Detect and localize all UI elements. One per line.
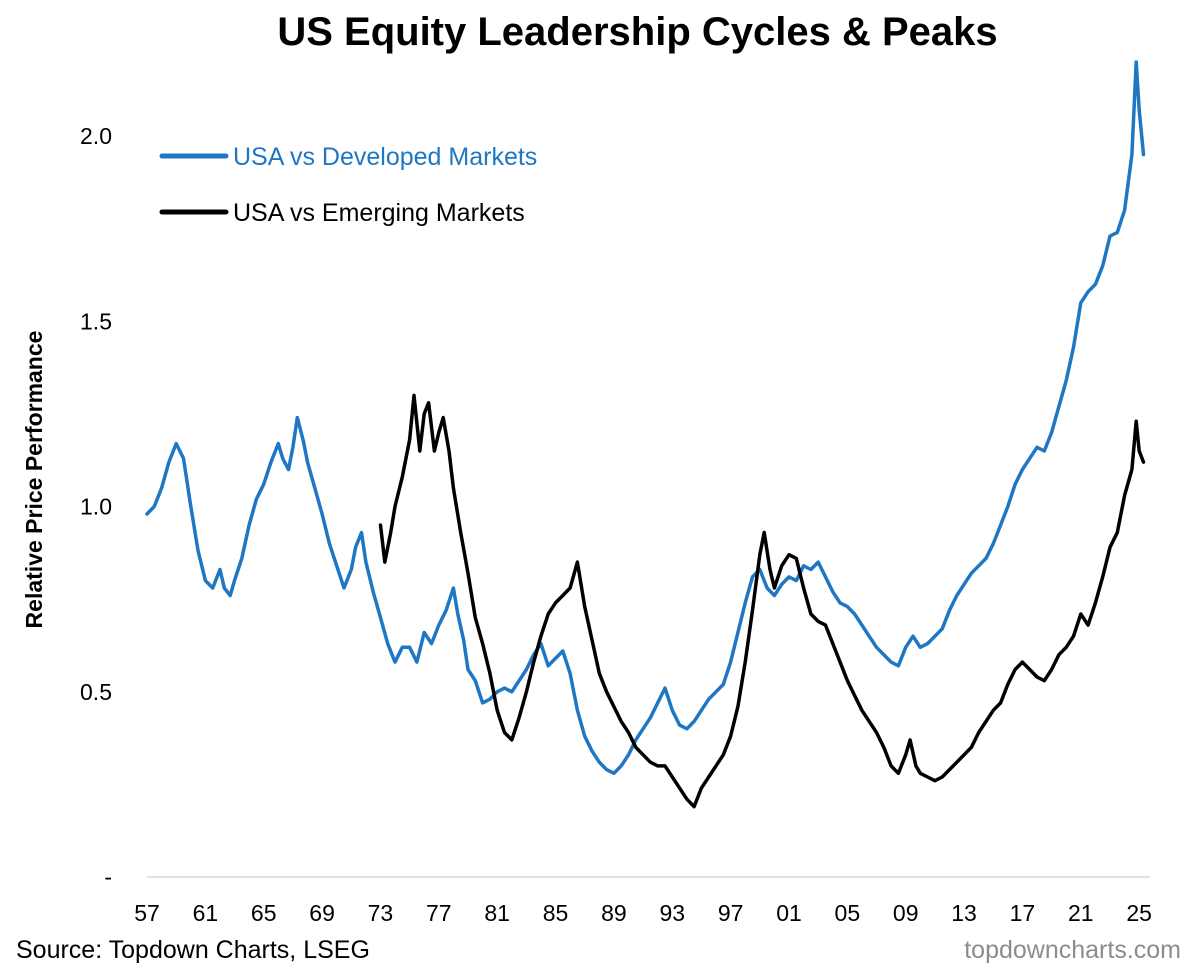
chart-canvas: Relative Price Performance - 0.5 1.0 1.5 2.0… bbox=[21, 60, 1152, 926]
x-tick-group: 57 61 65 69 73 77 81 85 89 93 97 01 05 09 13 17 21 25 bbox=[134, 900, 1152, 926]
x-tick-label: 85 bbox=[543, 900, 569, 926]
y-tick-label: 2.0 bbox=[80, 123, 112, 149]
x-tick-label: 21 bbox=[1068, 900, 1094, 926]
legend-label: USA vs Emerging Markets bbox=[233, 199, 525, 227]
x-tick-label: 69 bbox=[309, 900, 335, 926]
y-tick-label: 0.5 bbox=[80, 679, 112, 705]
x-tick-label: 25 bbox=[1126, 900, 1152, 926]
y-tick-label: - bbox=[104, 864, 112, 890]
x-tick-label: 93 bbox=[659, 900, 685, 926]
x-tick-label: 13 bbox=[951, 900, 977, 926]
x-tick-label: 77 bbox=[426, 900, 452, 926]
x-tick-label: 97 bbox=[718, 900, 744, 926]
x-tick-label: 01 bbox=[776, 900, 802, 926]
x-tick-label: 89 bbox=[601, 900, 627, 926]
x-tick-label: 05 bbox=[835, 900, 861, 926]
series-group bbox=[145, 60, 1146, 809]
y-axis-label-group: Relative Price Performance bbox=[21, 331, 47, 629]
y-tick-label: 1.0 bbox=[80, 494, 112, 520]
chart-title: US Equity Leadership Cycles & Peaks bbox=[277, 10, 998, 54]
series-line-developed bbox=[145, 60, 1146, 776]
legend-label: USA vs Developed Markets bbox=[233, 143, 537, 171]
x-tick-label: 81 bbox=[484, 900, 510, 926]
y-tick-group: - 0.5 1.0 1.5 2.0 bbox=[80, 123, 112, 890]
x-tick-label: 65 bbox=[251, 900, 277, 926]
y-axis-label: Relative Price Performance bbox=[21, 331, 47, 629]
source-note: Source: Topdown Charts, LSEG bbox=[16, 936, 370, 964]
series-line-emerging bbox=[378, 393, 1146, 809]
brand-watermark: topdowncharts.com bbox=[964, 936, 1181, 964]
legend: USA vs Developed Markets USA vs Emerging … bbox=[159, 143, 537, 227]
x-tick-label: 73 bbox=[368, 900, 394, 926]
x-tick-label: 09 bbox=[893, 900, 919, 926]
x-tick-label: 57 bbox=[134, 900, 160, 926]
x-tick-label: 61 bbox=[193, 900, 219, 926]
x-tick-label: 17 bbox=[1010, 900, 1036, 926]
y-tick-label: 1.5 bbox=[80, 308, 112, 334]
